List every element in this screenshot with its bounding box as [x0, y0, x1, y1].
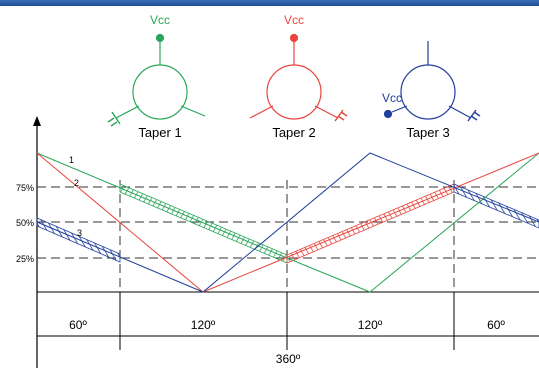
- y-axis: [33, 116, 41, 368]
- arrow-up-icon: [33, 116, 41, 126]
- total-label: 360º: [276, 352, 301, 366]
- red-active-band: [286, 183, 455, 264]
- level-label-50: 50%: [16, 218, 34, 228]
- pot-2-supply-node: [289, 33, 299, 43]
- level-label-25: 25%: [16, 254, 34, 264]
- pot-1-body: [132, 64, 188, 120]
- curve-1-green: [36, 152, 539, 293]
- pot-3-ground-lead: [448, 105, 472, 119]
- segment-label-1: 60º: [69, 318, 87, 332]
- pot-1-supply-label: Vcc: [150, 13, 170, 27]
- pot-taper-3: [383, 41, 481, 122]
- ground-icon: [107, 111, 121, 127]
- pot-2-ground-lead: [314, 105, 339, 119]
- pot-2-body: [266, 64, 322, 120]
- pot-2-supply-label: Vcc: [284, 13, 304, 27]
- pot-3-supply-lead: [391, 105, 408, 113]
- pot-2-name: Taper 2: [272, 125, 315, 140]
- blue-active-band-right: [453, 183, 539, 229]
- pot-1-ground-lead: [115, 105, 140, 119]
- ground-icon: [334, 109, 348, 122]
- title-bar-accent: [0, 0, 539, 6]
- pot-2-wiper-lead: [249, 105, 274, 119]
- segment-label-4: 60º: [487, 318, 505, 332]
- ground-icon: [467, 109, 481, 122]
- level-label-75: 75%: [16, 183, 34, 193]
- pot-1-supply-node: [155, 33, 165, 43]
- segment-label-2: 120º: [191, 318, 216, 332]
- pot-3-supply-node: [383, 109, 393, 119]
- curve-label-1: 1: [69, 155, 74, 165]
- curve-label-2: 2: [74, 178, 79, 188]
- level-lines: [37, 186, 539, 259]
- segment-label-3: 120º: [358, 318, 383, 332]
- pot-taper-1: [107, 33, 206, 127]
- pot-1-name: Taper 1: [138, 125, 181, 140]
- pot-3-name: Taper 3: [406, 125, 449, 140]
- pot-3-supply-label: Vcc: [382, 91, 402, 105]
- pot-taper-2: [249, 33, 348, 122]
- phase-markers: [119, 180, 455, 292]
- segment-dividers: [119, 292, 455, 350]
- curve-3-blue: [36, 152, 539, 293]
- curve-label-3: 3: [77, 228, 82, 238]
- pot-1-wiper-lead: [180, 105, 206, 117]
- pot-3-body: [400, 64, 456, 120]
- green-active-band: [119, 183, 288, 264]
